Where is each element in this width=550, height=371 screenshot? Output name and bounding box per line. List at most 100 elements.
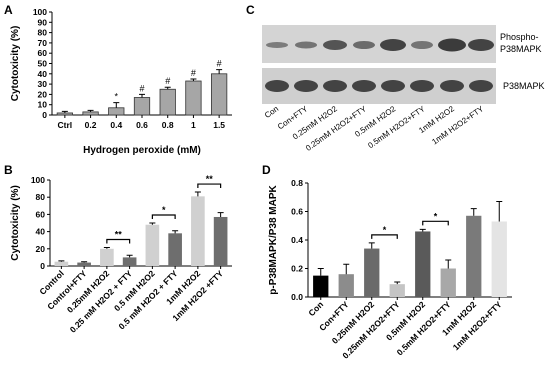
bar <box>185 80 202 116</box>
band <box>411 41 433 49</box>
y-tick-label: 20 <box>38 89 48 99</box>
band <box>323 80 347 92</box>
y-tick-label: 0.2 <box>291 264 303 274</box>
band <box>438 38 466 52</box>
bar <box>364 248 380 297</box>
error-bar <box>172 230 179 234</box>
y-tick-label: 100 <box>31 175 45 185</box>
y-axis-title: p-P38MAPK/P38 MAPK <box>268 184 279 294</box>
annotation: # <box>139 83 144 93</box>
bar <box>211 73 228 116</box>
blot-bands <box>265 38 494 92</box>
error-bar <box>496 201 503 222</box>
band <box>380 39 406 51</box>
error-bar <box>194 191 201 197</box>
error-bar <box>164 86 171 90</box>
significance-bracket <box>197 183 222 189</box>
error-bar <box>61 110 68 113</box>
significance-label: * <box>434 211 438 221</box>
y-tick-label: 30 <box>38 79 48 89</box>
panel-label: D <box>262 163 271 177</box>
bar <box>338 274 354 297</box>
x-tick-label: Ctrl <box>58 120 73 130</box>
bar <box>77 262 91 266</box>
y-tick-label: 100 <box>33 7 47 17</box>
error-bar <box>139 93 145 98</box>
x-axis-title: Hydrogen peroxide (mM) <box>83 145 201 156</box>
blot-image <box>262 25 496 104</box>
band <box>410 80 434 92</box>
band <box>353 41 375 49</box>
bar <box>389 284 405 297</box>
y-tick-label: 40 <box>36 227 46 237</box>
blot-label: Phospho- <box>500 32 539 42</box>
y-tick-label: 80 <box>38 28 48 38</box>
band <box>469 80 493 92</box>
y-tick-label: 50 <box>38 59 48 69</box>
significance-bracket <box>371 234 398 239</box>
x-tick-label: 1 <box>191 120 196 130</box>
bar <box>191 196 205 266</box>
y-axis-title: Cytotoxicity (%) <box>10 26 21 102</box>
x-tick-label: 1.5 <box>213 120 225 130</box>
error-bar <box>81 261 88 263</box>
significance-bracket <box>422 220 449 226</box>
x-tick-label: 0.8 <box>162 120 174 130</box>
bar <box>213 216 228 266</box>
significance-bracket <box>106 238 131 244</box>
annotation: # <box>191 68 196 78</box>
error-bar <box>343 263 350 275</box>
y-tick-label: 60 <box>38 48 48 58</box>
error-bar <box>217 212 224 217</box>
error-bar <box>87 109 94 112</box>
band <box>468 39 494 51</box>
error-bar <box>470 208 477 216</box>
bar <box>313 275 329 297</box>
error-bar <box>58 260 65 262</box>
y-tick-label: 0.6 <box>291 207 303 217</box>
significance-label: * <box>383 225 387 235</box>
band <box>440 80 464 92</box>
bar <box>491 221 507 297</box>
blot-label: P38MAPK <box>503 81 545 91</box>
y-tick-label: 0.8 <box>291 178 303 188</box>
error-bar <box>103 247 110 249</box>
panel-label: C <box>246 3 255 17</box>
y-tick-label: 0 <box>40 261 45 271</box>
band <box>323 40 347 50</box>
error-bar <box>149 222 156 225</box>
y-tick-label: 40 <box>38 69 48 79</box>
band <box>265 80 289 92</box>
x-tick-label: 0.4 <box>110 120 122 130</box>
significance-bracket <box>151 214 176 219</box>
bar <box>133 97 151 116</box>
band <box>381 80 405 92</box>
error-bar <box>419 228 426 232</box>
significance-label: * <box>162 205 166 215</box>
lane-label: 1mM H2O2+FTY <box>430 104 485 147</box>
y-tick-label: 0.4 <box>291 235 303 245</box>
blot-label: P38MAPK <box>500 44 542 54</box>
lane-label: Con <box>263 104 280 120</box>
y-axis-title: Cytotoxicity (%) <box>10 185 21 261</box>
y-tick-label: 80 <box>36 192 46 202</box>
bar <box>145 224 160 266</box>
bar <box>122 257 137 266</box>
y-tick-label: 0 <box>42 110 47 120</box>
band <box>266 42 288 48</box>
band <box>295 41 317 49</box>
y-tick-label: 0.0 <box>291 292 303 302</box>
error-bar <box>317 268 324 276</box>
bar <box>108 107 125 116</box>
y-tick-label: 70 <box>38 38 48 48</box>
significance-label: ** <box>206 174 214 184</box>
x-tick-label: Con <box>306 299 325 318</box>
panel-label: B <box>4 163 13 177</box>
y-tick-label: 60 <box>36 209 46 219</box>
bar <box>440 268 456 297</box>
error-bar <box>216 69 223 74</box>
x-tick-label: 0.2 <box>85 120 97 130</box>
error-bar <box>445 259 452 269</box>
bar <box>466 215 482 297</box>
